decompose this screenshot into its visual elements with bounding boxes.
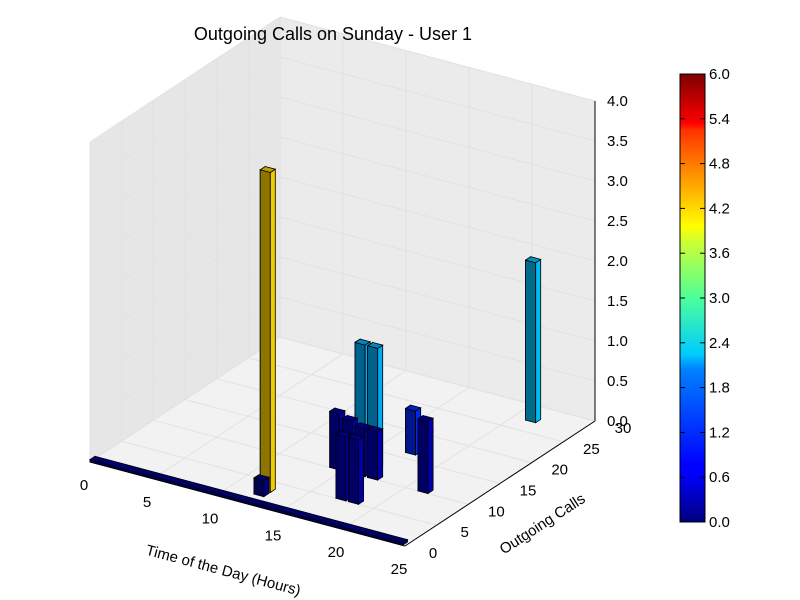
bars-layer xyxy=(89,165,542,547)
z-grid-line xyxy=(89,176,596,303)
bar xyxy=(366,425,384,481)
x-tick-label: 5 xyxy=(143,494,151,511)
x-tick-label: 10 xyxy=(202,511,219,528)
z-grid-line xyxy=(89,336,596,463)
x-tick-label: 20 xyxy=(328,544,345,561)
y-tick-label: 5 xyxy=(460,524,468,541)
z-tick-label: 4.0 xyxy=(607,93,628,110)
x-axis-label: Time of the Day (Hours) xyxy=(144,542,302,600)
colorbar-tick-label: 1.8 xyxy=(709,380,730,397)
colorbar-tick-label: 1.2 xyxy=(709,424,730,441)
z-tick-label: 1.0 xyxy=(607,333,628,350)
z-grid-line xyxy=(89,256,596,383)
z-grid-line xyxy=(89,56,596,183)
z-tick-label: 2.5 xyxy=(607,213,628,230)
colorbar-tick-label: 0.6 xyxy=(709,469,730,486)
colorbar-tick-label: 4.8 xyxy=(709,156,730,173)
bar xyxy=(347,433,365,506)
chart-title: Outgoing Calls on Sunday - User 1 xyxy=(194,24,472,44)
bar xyxy=(334,430,352,502)
colorbar-tick-label: 3.0 xyxy=(709,290,730,307)
z-tick-label: 0.5 xyxy=(607,373,628,390)
bar xyxy=(524,255,542,424)
tick-labels: 0 5 10 15 20 25 0 5 10 15 20 25 300.0 0.5 1.0 1.5 2.0 2.5… xyxy=(80,93,632,578)
y-tick-label: 0 xyxy=(429,545,437,562)
x-tick-label: 0 xyxy=(80,477,88,494)
base-row-bar xyxy=(89,455,409,547)
bar xyxy=(416,414,435,495)
z-tick-label: 1.5 xyxy=(607,293,628,310)
x-tick-label: 25 xyxy=(391,561,408,578)
x-tick-label: 15 xyxy=(265,527,282,544)
colorbar-tick-label: 5.4 xyxy=(709,111,730,128)
colorbar-tick-label: 6.0 xyxy=(709,66,730,83)
z-grid-line xyxy=(89,216,596,343)
colorbar-tick-label: 4.2 xyxy=(709,200,730,217)
y-tick-label: 20 xyxy=(551,462,568,479)
colorbar-tick-label: 2.4 xyxy=(709,335,730,352)
colorbar-tick-label: 0.0 xyxy=(709,514,730,531)
z-tick-label: 3.5 xyxy=(607,133,628,150)
bar xyxy=(259,165,277,494)
y-axis-line xyxy=(404,420,596,547)
z-grid-line xyxy=(89,96,596,223)
y-tick-label: 10 xyxy=(488,503,505,520)
z-grid-line xyxy=(89,16,596,143)
colorbar-ticks: 0.0 0.6 1.2 1.8 2.4 3.0 3.6 4.2 4.8 5.4 6.0 xyxy=(680,66,730,531)
colorbar-tick-label: 3.6 xyxy=(709,245,730,262)
z-grid-line xyxy=(89,296,596,423)
z-tick-label: 0.0 xyxy=(607,413,628,430)
bar xyxy=(252,473,270,498)
y-tick-label: 25 xyxy=(583,441,600,458)
y-tick-label: 30 xyxy=(615,420,632,437)
z-grid-line xyxy=(89,136,596,263)
y-tick-label: 15 xyxy=(520,483,537,500)
y-axis-label: Outgoing Calls xyxy=(497,490,589,558)
z-tick-label: 2.0 xyxy=(607,253,628,270)
z-tick-label: 3.0 xyxy=(607,173,628,190)
